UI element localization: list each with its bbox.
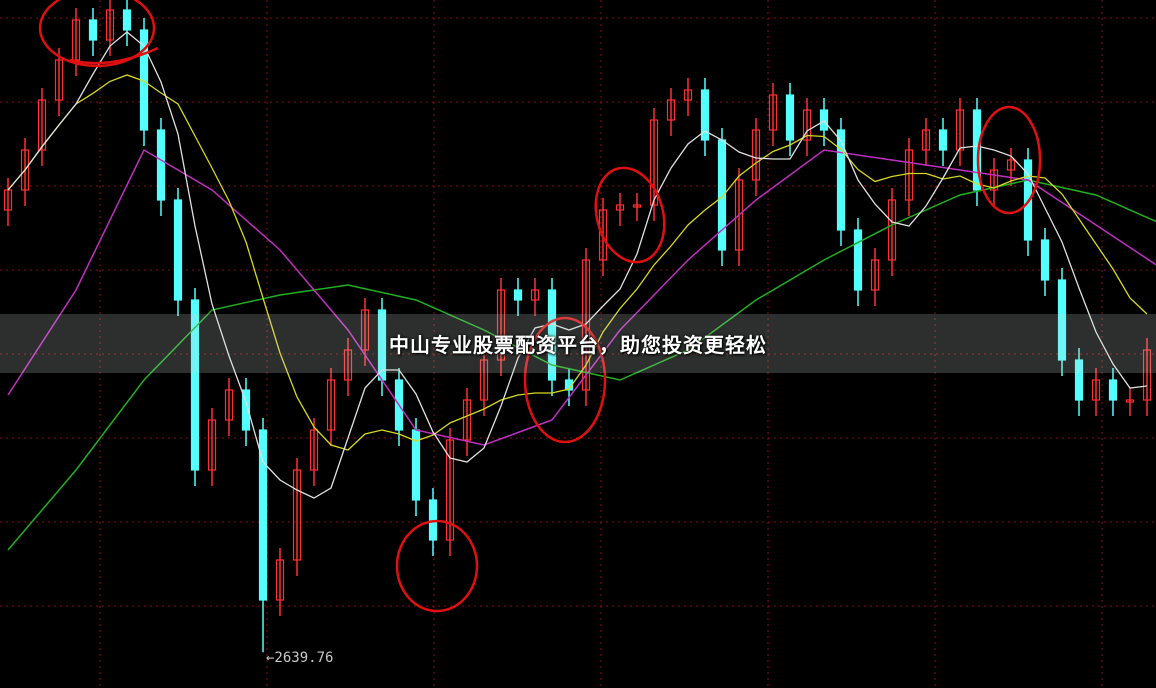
candle-down	[1040, 239, 1050, 281]
candle-up	[462, 399, 472, 441]
candle-up	[37, 99, 47, 151]
candle-up	[479, 359, 489, 401]
annotation-stroke	[69, 46, 159, 65]
candle-down	[972, 109, 982, 191]
candle-up	[207, 419, 217, 471]
candle-down	[700, 89, 710, 141]
candle-up	[887, 199, 897, 261]
candle-down	[1074, 359, 1084, 401]
ma30-line	[7, 148, 1156, 446]
candle-down	[819, 109, 829, 131]
banner-text: 中山专业股票配资平台，助您投资更轻松	[389, 333, 767, 357]
candle-up	[71, 19, 81, 61]
annotations	[38, 0, 1042, 613]
annotation-circle	[594, 166, 666, 264]
candle-up	[751, 129, 761, 181]
banner: 中山专业股票配资平台，助您投资更轻松	[0, 314, 1156, 373]
candle-down	[513, 289, 523, 301]
candle-up	[921, 129, 931, 151]
candle-up	[360, 309, 370, 351]
candle-up	[275, 559, 285, 601]
candle-up	[734, 179, 744, 251]
candle-up	[530, 289, 540, 301]
ma60-line	[7, 179, 1156, 551]
candle-up	[343, 349, 353, 381]
candle-up	[496, 289, 506, 361]
candle-up	[598, 209, 608, 261]
candles	[3, 0, 1152, 653]
candle-down	[785, 94, 795, 141]
candle-down	[156, 129, 166, 201]
candle-up	[870, 259, 880, 291]
annotation-circle	[395, 519, 479, 613]
candle-up	[309, 429, 319, 471]
candle-up	[326, 379, 336, 431]
candle-up	[615, 204, 625, 211]
candle-up	[683, 89, 693, 101]
candle-up	[904, 149, 914, 201]
annotation-circle	[976, 105, 1042, 215]
candle-down	[190, 299, 200, 471]
candle-down	[547, 289, 557, 381]
candle-up	[768, 94, 778, 131]
candle-up	[20, 149, 30, 191]
candle-up	[445, 439, 455, 541]
candle-up	[649, 119, 659, 206]
candle-up	[632, 204, 642, 208]
candle-down	[122, 9, 132, 31]
candle-down	[258, 429, 268, 601]
candle-up	[802, 109, 812, 141]
candle-up	[1091, 379, 1101, 401]
candle-up	[1006, 159, 1016, 171]
candle-up	[955, 109, 965, 151]
candle-up	[1125, 399, 1135, 403]
candle-up	[989, 169, 999, 191]
candle-down	[88, 19, 98, 41]
candle-down	[938, 129, 948, 151]
candle-down	[836, 129, 846, 231]
low-price-label: ←2639.76	[266, 650, 334, 666]
annotation-circle	[523, 316, 607, 444]
candle-down	[241, 389, 251, 431]
candle-up	[224, 389, 234, 421]
candle-up	[292, 469, 302, 561]
candle-up	[54, 59, 64, 101]
candle-down	[853, 229, 863, 291]
ma5-line	[7, 31, 1148, 499]
candle-up	[666, 99, 676, 121]
candle-down	[1108, 379, 1118, 401]
candle-up	[1142, 349, 1152, 401]
candle-down	[1057, 279, 1067, 361]
annotation-circle	[38, 0, 156, 68]
candle-down	[173, 199, 183, 301]
candle-up	[105, 9, 115, 41]
moving-average-lines	[7, 31, 1156, 551]
ma10-line	[7, 74, 1148, 451]
